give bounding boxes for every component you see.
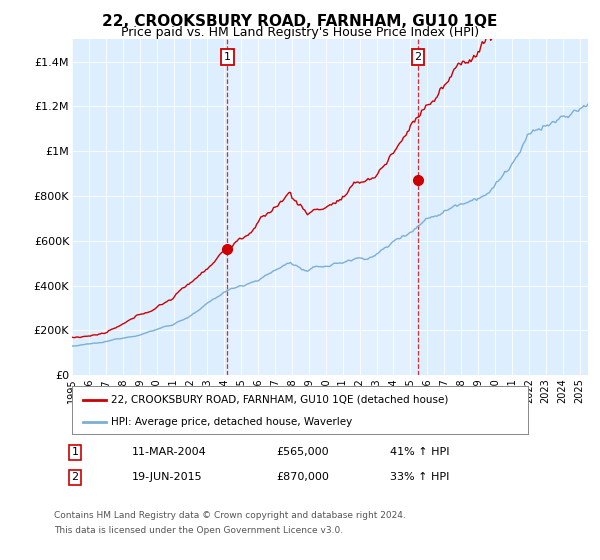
Text: 1: 1: [71, 447, 79, 458]
Text: Price paid vs. HM Land Registry's House Price Index (HPI): Price paid vs. HM Land Registry's House …: [121, 26, 479, 39]
Text: 22, CROOKSBURY ROAD, FARNHAM, GU10 1QE (detached house): 22, CROOKSBURY ROAD, FARNHAM, GU10 1QE (…: [111, 395, 448, 405]
Text: £870,000: £870,000: [276, 472, 329, 482]
Text: 11-MAR-2004: 11-MAR-2004: [132, 447, 207, 458]
Text: 2: 2: [71, 472, 79, 482]
Text: 33% ↑ HPI: 33% ↑ HPI: [390, 472, 449, 482]
Text: 1: 1: [224, 52, 231, 62]
Text: 22, CROOKSBURY ROAD, FARNHAM, GU10 1QE: 22, CROOKSBURY ROAD, FARNHAM, GU10 1QE: [103, 14, 497, 29]
Text: This data is licensed under the Open Government Licence v3.0.: This data is licensed under the Open Gov…: [54, 526, 343, 535]
Text: 19-JUN-2015: 19-JUN-2015: [132, 472, 203, 482]
Text: 41% ↑ HPI: 41% ↑ HPI: [390, 447, 449, 458]
Text: £565,000: £565,000: [276, 447, 329, 458]
Text: 2: 2: [415, 52, 422, 62]
Bar: [227, 39, 418, 375]
Text: HPI: Average price, detached house, Waverley: HPI: Average price, detached house, Wave…: [111, 417, 352, 427]
Text: Contains HM Land Registry data © Crown copyright and database right 2024.: Contains HM Land Registry data © Crown c…: [54, 511, 406, 520]
